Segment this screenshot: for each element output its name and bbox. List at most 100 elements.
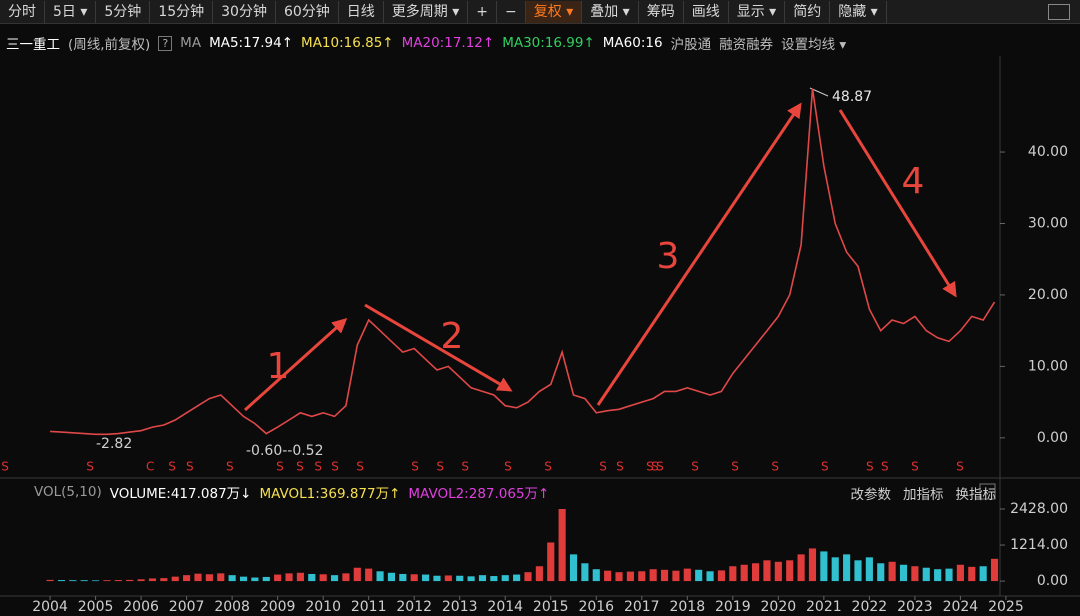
wave-arrow: [838, 109, 957, 298]
help-icon[interactable]: ?: [158, 35, 173, 51]
toolbar-button[interactable]: 5日 ▾: [45, 0, 97, 23]
x-tick-label: 2020: [761, 599, 797, 615]
signal-marker: S: [616, 460, 624, 474]
signal-marker: S: [656, 460, 664, 474]
signal-marker: S: [411, 460, 419, 474]
toolbar-button[interactable]: 画线: [684, 0, 729, 23]
toolbar-button[interactable]: −: [497, 0, 526, 23]
volume-bar: [194, 573, 202, 582]
volume-bar: [217, 573, 225, 582]
toolbar-button[interactable]: 30分钟: [213, 0, 276, 23]
toolbar-button[interactable]: 叠加 ▾: [582, 0, 639, 23]
volume-bar: [433, 575, 441, 582]
volume-bar: [57, 580, 66, 582]
toolbar-button[interactable]: 筹码: [639, 0, 684, 23]
volume-bar: [183, 575, 191, 582]
ma-value: MA10:16.85↑: [301, 35, 394, 51]
x-tick-label: 2011: [351, 599, 387, 615]
volume-bar: [695, 569, 703, 582]
legend-link[interactable]: 设置均线 ▾: [781, 37, 847, 53]
volume-bar: [296, 572, 304, 582]
toolbar-button[interactable]: 复权 ▾: [525, 0, 583, 23]
volume-bar: [103, 580, 111, 582]
volume-bar: [422, 574, 430, 582]
signal-marker: S: [331, 460, 339, 474]
indicator-button[interactable]: 换指标: [955, 487, 997, 503]
volume-bar: [239, 576, 248, 582]
y-tick-label: 30.00: [1028, 215, 1068, 231]
volume-bar: [888, 561, 896, 582]
volume-bar: [865, 557, 873, 582]
wave-label: 3: [657, 236, 680, 277]
stock-name: 三一重工: [6, 37, 60, 53]
x-tick-label: 2025: [988, 599, 1024, 615]
x-tick-label: 2015: [533, 599, 569, 615]
volume-bar: [126, 579, 134, 582]
volume-bar: [979, 566, 987, 582]
close-icon[interactable]: [979, 483, 996, 500]
legend: 三一重工 (周线,前复权)? MA MA5:17.94↑ MA10:16.85↑ MA20…: [0, 33, 854, 53]
volume-bar: [922, 567, 930, 582]
volume-bar: [456, 575, 464, 582]
volume-bar: [729, 566, 737, 582]
legend-link[interactable]: 沪股通: [670, 37, 712, 53]
x-tick-label: 2012: [396, 599, 432, 615]
toolbar-button[interactable]: 5分钟: [96, 0, 151, 23]
ma-value: MA20:17.12↑: [401, 35, 495, 51]
ma-value: MA5:17.94↑: [209, 35, 294, 51]
legend-link[interactable]: 融资融券: [719, 37, 774, 53]
volume-bar: [604, 570, 612, 582]
low-label: -2.82: [96, 436, 132, 452]
expand-icon[interactable]: [1048, 3, 1070, 20]
volume-bar: [638, 571, 646, 582]
x-tick-label: 2004: [32, 599, 68, 615]
indicator-button[interactable]: 改参数: [850, 487, 892, 503]
x-tick-label: 2010: [305, 599, 341, 615]
toolbar-button[interactable]: 日线: [339, 0, 384, 23]
volume-value: VOLUME:417.087万↓: [109, 486, 252, 502]
y-tick-label: 20.00: [1028, 287, 1068, 303]
toolbar-button[interactable]: 15分钟: [150, 0, 214, 23]
y-tick-label: 10.00: [1028, 358, 1068, 374]
x-tick-label: 2023: [897, 599, 933, 615]
signal-marker: S: [314, 460, 322, 474]
volume-bar: [786, 560, 794, 582]
volume-bar: [69, 580, 77, 582]
y-tick-label: 0.00: [1037, 430, 1068, 446]
wave-arrow: [596, 102, 802, 406]
wave-label: 4: [902, 161, 925, 202]
volume-bar: [581, 563, 589, 582]
volume-bar: [478, 575, 487, 582]
volume-bar: [854, 560, 862, 582]
x-tick-label: 2018: [669, 599, 705, 615]
toolbar-button[interactable]: +: [468, 0, 498, 23]
volume-bar: [308, 573, 316, 582]
volume-bar: [171, 576, 179, 582]
volume-bar: [467, 576, 475, 582]
toolbar: 分时 5日 ▾ 5分钟 15分钟 30分钟 60分钟 日线 更多周期 ▾ + − 复权 ▾ 叠加 ▾ 筹…: [0, 0, 1080, 24]
volume-bar: [160, 578, 168, 582]
volume-bar: [251, 577, 259, 582]
volume-bar: [899, 564, 908, 582]
toolbar-button[interactable]: 显示 ▾: [729, 0, 786, 23]
volume-bar: [569, 554, 578, 582]
signal-marker: S: [1, 460, 9, 474]
volume-bar: [330, 575, 339, 582]
toolbar-button[interactable]: 更多周期 ▾: [384, 0, 469, 23]
x-tick-label: 2005: [78, 599, 114, 615]
wave-label: 1: [267, 346, 290, 387]
volume-bar: [285, 573, 293, 582]
toolbar-button[interactable]: 60分钟: [276, 0, 339, 23]
toolbar-button[interactable]: 简约: [785, 0, 831, 23]
volume-bar: [137, 579, 145, 582]
x-tick-label: 2022: [852, 599, 888, 615]
toolbar-button[interactable]: 隐藏 ▾: [830, 0, 887, 23]
ma-label: MA: [180, 35, 202, 51]
indicator-button[interactable]: 加指标: [903, 487, 944, 503]
volume-bar: [660, 569, 669, 582]
signal-marker: S: [691, 460, 699, 474]
signal-marker: S: [646, 460, 654, 474]
toolbar-button[interactable]: 分时: [0, 0, 45, 23]
volume-value: MAVOL1:369.877万↑: [259, 486, 401, 502]
